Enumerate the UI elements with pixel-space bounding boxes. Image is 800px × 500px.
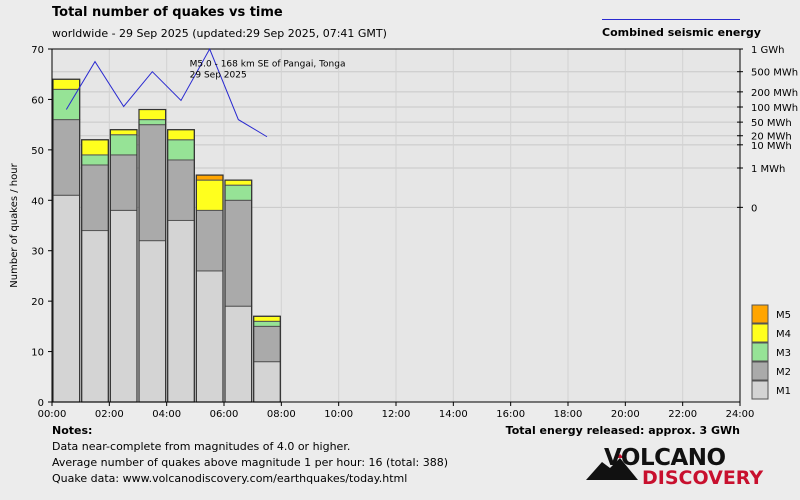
y-tick-label: 50 [31, 146, 44, 157]
x-tick-label: 24:00 [726, 409, 755, 420]
bar-segment [109, 154, 138, 211]
note-line: Quake data: www.volcanodiscovery.com/ear… [52, 472, 408, 485]
x-tick-label: 10:00 [324, 409, 353, 420]
bar-segment [167, 219, 195, 403]
energy-tick-label: 1 MWh [751, 164, 785, 175]
bar-segment [167, 139, 195, 161]
bar-segment [195, 174, 224, 181]
energy-tick-label: 1 GWh [751, 45, 785, 56]
energy-tick-label: 100 MWh [751, 103, 798, 114]
bar-segment [138, 240, 167, 403]
bar-segment [253, 320, 281, 327]
bar-segment [138, 124, 167, 242]
energy-legend-label: Combined seismic energy [602, 26, 761, 39]
energy-tick-label: 20 MWh [751, 132, 792, 143]
x-tick-label: 02:00 [95, 409, 124, 420]
legend-swatch [751, 380, 769, 400]
legend-swatch [751, 342, 769, 362]
y-tick-label: 60 [31, 95, 44, 106]
legend-swatch [751, 361, 769, 381]
volcano-logo-icon [586, 454, 638, 480]
y-tick-label: 40 [31, 196, 44, 207]
chart-title: Total number of quakes vs time [52, 5, 283, 20]
bar-segment [224, 199, 253, 307]
bar-segment [167, 129, 195, 141]
y-tick-label: 20 [31, 297, 44, 308]
x-tick-label: 20:00 [611, 409, 640, 420]
legend-label: M2 [776, 367, 791, 378]
bar-segment [81, 154, 109, 166]
legend-label: M4 [776, 329, 791, 340]
annotation-text: M5.0 - 168 km SE of Pangai, Tonga [190, 60, 346, 70]
energy-tick-label: 10 MWh [751, 141, 792, 152]
bar-segment [52, 78, 81, 90]
bar-segment [81, 164, 109, 232]
logo-text-volcano: VOLCANO [604, 445, 726, 471]
bar-segment [109, 129, 138, 136]
x-tick-label: 08:00 [267, 409, 296, 420]
energy-tick-label: 500 MWh [751, 68, 798, 79]
chart-subtitle: worldwide - 29 Sep 2025 (updated:29 Sep … [52, 27, 387, 40]
legend-label: M5 [776, 310, 791, 321]
note-line: Average number of quakes above magnitude… [52, 456, 448, 469]
logo-text-discovery: DISCOVERY [642, 467, 764, 489]
bar-segment [253, 315, 281, 322]
bar-segment [253, 361, 281, 403]
bar-segment [81, 139, 109, 156]
x-tick-label: 06:00 [210, 409, 239, 420]
energy-tick-label: 50 MWh [751, 118, 792, 129]
notes-title: Notes: [52, 424, 93, 437]
bar-segment [138, 119, 167, 126]
y-tick-label: 30 [31, 247, 44, 258]
bar-segment [224, 179, 253, 186]
bar-segment [224, 184, 253, 201]
legend-label: M1 [776, 386, 791, 397]
y-tick-label: 0 [38, 398, 44, 409]
energy-legend-line [602, 19, 740, 20]
total-energy-label: Total energy released: approx. 3 GWh [505, 424, 740, 437]
x-tick-label: 12:00 [382, 409, 411, 420]
bar-segment [195, 270, 224, 403]
legend-swatch [751, 304, 769, 324]
bar-segment [109, 209, 138, 403]
x-tick-label: 00:00 [38, 409, 67, 420]
legend-swatch [751, 323, 769, 343]
bar-segment [109, 134, 138, 156]
energy-line [65, 47, 268, 138]
x-tick-label: 16:00 [496, 409, 525, 420]
x-tick-label: 04:00 [152, 409, 181, 420]
x-tick-label: 14:00 [439, 409, 468, 420]
x-tick-label: 18:00 [554, 409, 583, 420]
annotation-text: 29 Sep 2025 [190, 71, 247, 81]
bar-segment [224, 305, 253, 403]
bar-segment [195, 209, 224, 272]
legend-label: M3 [776, 348, 791, 359]
note-line: Data near-complete from magnitudes of 4.… [52, 440, 351, 453]
energy-tick-label: 0 [751, 203, 757, 214]
energy-tick-label: 200 MWh [751, 88, 798, 99]
bar-segment [253, 325, 281, 363]
y-axis-label: Number of quakes / hour [9, 162, 20, 287]
y-tick-label: 70 [31, 45, 44, 56]
bar-segment [167, 159, 195, 221]
bar-segment [195, 179, 224, 211]
y-tick-label: 10 [31, 348, 44, 359]
x-tick-label: 22:00 [668, 409, 697, 420]
bar-segment [52, 119, 81, 196]
bar-segment [138, 109, 167, 121]
bar-segment [52, 194, 81, 403]
bar-segment [81, 230, 109, 403]
